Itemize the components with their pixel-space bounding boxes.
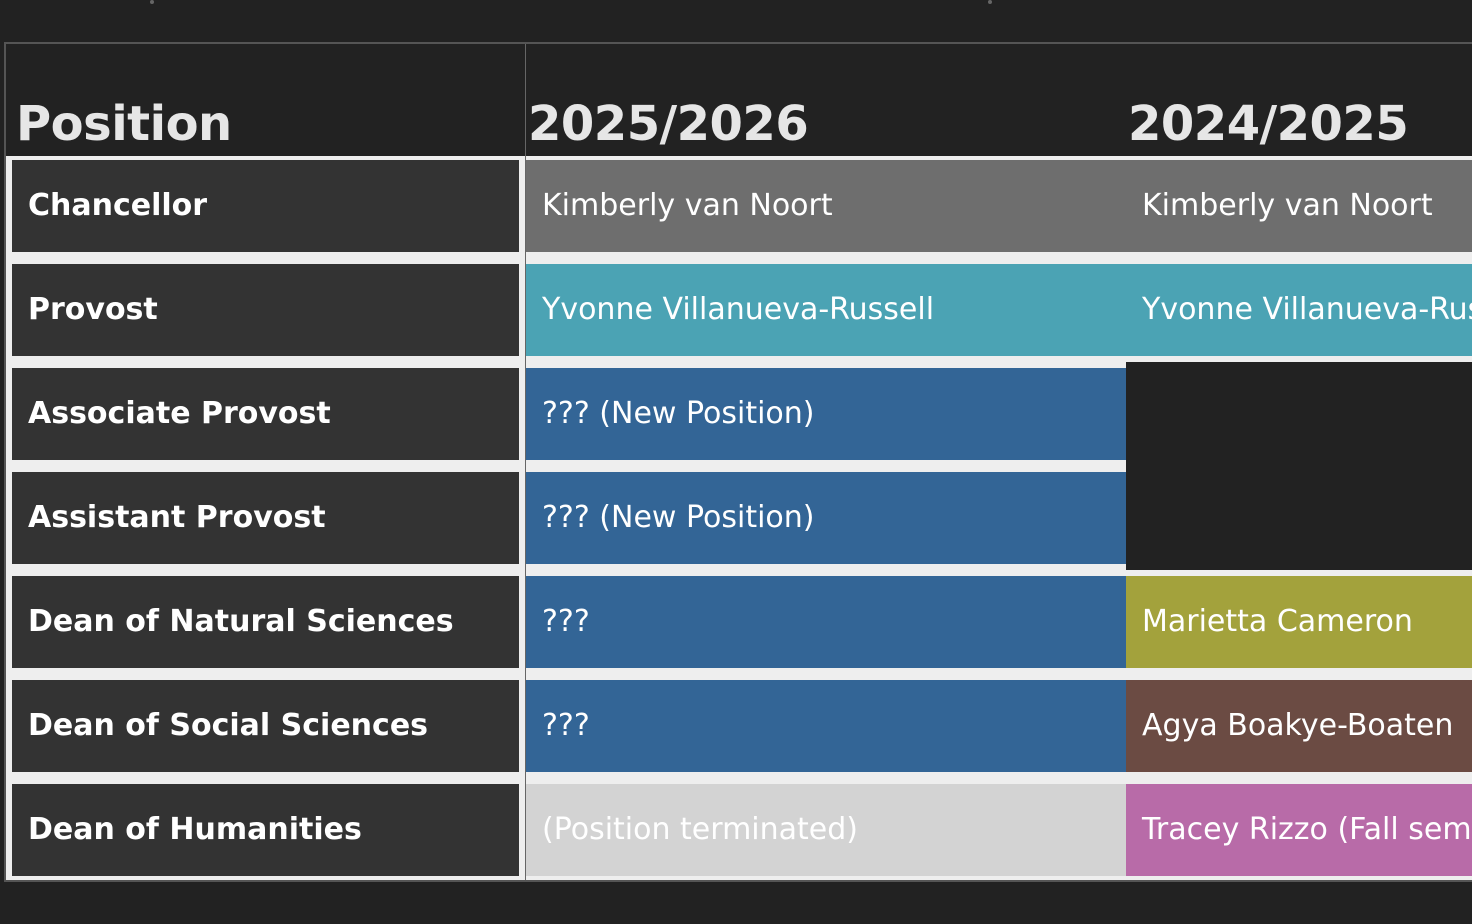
position-cell: Provost bbox=[12, 264, 519, 356]
value-cell: Yvonne Villanueva-Russell bbox=[526, 264, 1126, 356]
value-cell: ??? (New Position) bbox=[526, 472, 1126, 564]
value-cell: ??? bbox=[526, 576, 1126, 668]
table-header: Position 2025/2026 2024/2025 bbox=[6, 44, 1472, 156]
table-row: Associate Provost ??? (New Position) bbox=[6, 368, 1472, 460]
value-cell: ??? bbox=[526, 680, 1126, 772]
cropped-glyph bbox=[150, 0, 154, 4]
position-cell: Dean of Social Sciences bbox=[12, 680, 519, 772]
value-cell: Marietta Cameron bbox=[1126, 576, 1472, 668]
value-cell: Kimberly van Noort bbox=[1126, 160, 1472, 252]
cropped-top-text bbox=[0, 0, 1472, 8]
value-cell: Yvonne Villanueva-Russell bbox=[1126, 264, 1472, 356]
header-year-2024-2025: 2024/2025 bbox=[1128, 96, 1409, 152]
leadership-table: Position 2025/2026 2024/2025 Chancellor … bbox=[4, 42, 1472, 882]
column-divider bbox=[525, 44, 526, 880]
value-cell: Kimberly van Noort bbox=[526, 160, 1126, 252]
value-cell: Agya Boakye-Boaten bbox=[1126, 680, 1472, 772]
cropped-glyph bbox=[988, 0, 992, 4]
position-cell: Assistant Provost bbox=[12, 472, 519, 564]
header-year-2025-2026: 2025/2026 bbox=[528, 96, 809, 152]
value-cell: (Position terminated) bbox=[526, 784, 1126, 876]
value-cell: ??? (New Position) bbox=[526, 368, 1126, 460]
table-row: Assistant Provost ??? (New Position) bbox=[6, 472, 1472, 564]
table-row: Provost Yvonne Villanueva-Russell Yvonne… bbox=[6, 264, 1472, 356]
position-cell: Dean of Humanities bbox=[12, 784, 519, 876]
table-row: Dean of Natural Sciences ??? Marietta Ca… bbox=[6, 576, 1472, 668]
table-row: Dean of Social Sciences ??? Agya Boakye-… bbox=[6, 680, 1472, 772]
empty-merged-cell bbox=[1126, 362, 1472, 570]
position-cell: Associate Provost bbox=[12, 368, 519, 460]
position-cell: Chancellor bbox=[12, 160, 519, 252]
header-position: Position bbox=[16, 96, 232, 152]
position-cell: Dean of Natural Sciences bbox=[12, 576, 519, 668]
table-row: Dean of Humanities (Position terminated)… bbox=[6, 784, 1472, 876]
table-row: Chancellor Kimberly van Noort Kimberly v… bbox=[6, 160, 1472, 252]
value-cell: Tracey Rizzo (Fall semester) bbox=[1126, 784, 1472, 876]
